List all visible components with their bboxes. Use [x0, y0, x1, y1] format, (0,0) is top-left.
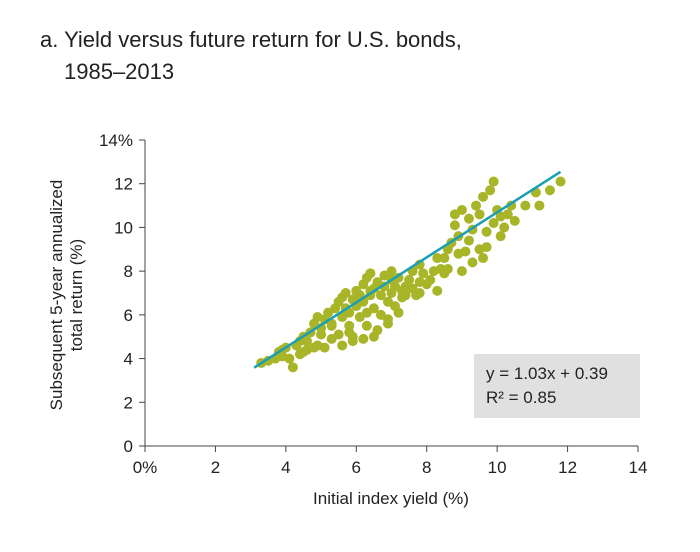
x-tick-label: 14	[629, 458, 648, 477]
data-point	[478, 191, 489, 202]
data-point	[485, 185, 496, 196]
data-point	[365, 268, 376, 279]
data-point	[478, 253, 489, 264]
data-point	[344, 320, 355, 331]
data-point	[488, 218, 499, 229]
x-tick-label: 4	[281, 458, 290, 477]
x-axis-label: Initial index yield (%)	[313, 489, 469, 508]
chart-title: a. Yield versus future return for U.S. b…	[40, 24, 462, 88]
data-point	[467, 257, 478, 268]
equation-box: y = 1.03x + 0.39 R² = 0.85	[474, 354, 640, 418]
data-point	[471, 200, 482, 211]
data-point	[439, 253, 450, 264]
data-point	[432, 285, 443, 296]
data-point	[456, 204, 467, 215]
data-point	[520, 200, 531, 211]
y-tick-label: 4	[124, 350, 133, 369]
data-point	[277, 351, 288, 362]
x-tick-label: 2	[211, 458, 220, 477]
data-point	[400, 281, 411, 292]
data-point	[358, 333, 369, 344]
data-point	[361, 307, 372, 318]
data-point	[474, 244, 485, 255]
data-point	[453, 248, 464, 259]
data-point	[463, 213, 474, 224]
x-tick-label: 10	[488, 458, 507, 477]
data-point	[301, 336, 312, 347]
chart-title-line2: 1985–2013	[64, 59, 175, 84]
y-tick-label: 12	[114, 175, 133, 194]
data-point	[495, 231, 506, 242]
data-point	[361, 320, 372, 331]
data-point	[544, 185, 555, 196]
y-tick-label: 6	[124, 306, 133, 325]
data-point	[344, 307, 355, 318]
data-point	[439, 268, 450, 279]
data-point	[316, 329, 327, 340]
data-point	[481, 226, 492, 237]
data-point	[319, 342, 330, 353]
data-point	[418, 268, 429, 279]
data-point	[393, 307, 404, 318]
data-point	[294, 349, 305, 360]
data-point	[287, 362, 298, 373]
data-point	[340, 288, 351, 298]
data-point	[382, 318, 393, 329]
data-point	[400, 290, 411, 301]
x-tick-label: 0%	[133, 458, 158, 477]
data-point	[474, 209, 485, 220]
scatter-points	[256, 176, 566, 373]
trendline-group	[253, 170, 562, 369]
x-tick-label: 8	[422, 458, 431, 477]
data-point	[456, 266, 467, 277]
data-point	[414, 288, 425, 298]
r-squared: R² = 0.85	[486, 388, 557, 407]
data-point	[534, 200, 545, 211]
y-tick-label: 8	[124, 262, 133, 281]
data-point	[449, 220, 460, 231]
axes: 0% 2 4 6 8 10 12 14 0 2 4 6 8 10 12 14%	[99, 131, 647, 477]
data-point	[488, 176, 499, 187]
chart-title-line1: a. Yield versus future return for U.S. b…	[40, 27, 462, 52]
trendline	[253, 170, 562, 369]
x-tick-label: 12	[558, 458, 577, 477]
data-point	[337, 340, 348, 351]
data-point	[347, 331, 358, 342]
data-point	[386, 266, 397, 277]
y-axis-label-line2: total return (%)	[67, 239, 86, 351]
y-tick-label: 0	[124, 437, 133, 456]
data-point	[499, 222, 510, 233]
data-point	[333, 329, 344, 340]
data-point	[502, 209, 513, 220]
y-tick-label: 10	[114, 218, 133, 237]
y-axis-label-line1: Subsequent 5-year annualized	[47, 180, 66, 411]
data-point	[555, 176, 566, 187]
data-point	[425, 274, 436, 285]
data-point	[375, 290, 386, 301]
data-point	[368, 331, 379, 342]
data-point	[463, 235, 474, 246]
y-tick-label: 14%	[99, 131, 133, 150]
data-point	[326, 320, 337, 331]
data-point	[509, 215, 520, 226]
x-tick-label: 6	[352, 458, 361, 477]
data-point	[309, 342, 320, 353]
data-point	[432, 253, 443, 264]
regression-equation: y = 1.03x + 0.39	[486, 364, 608, 383]
y-tick-label: 2	[124, 393, 133, 412]
